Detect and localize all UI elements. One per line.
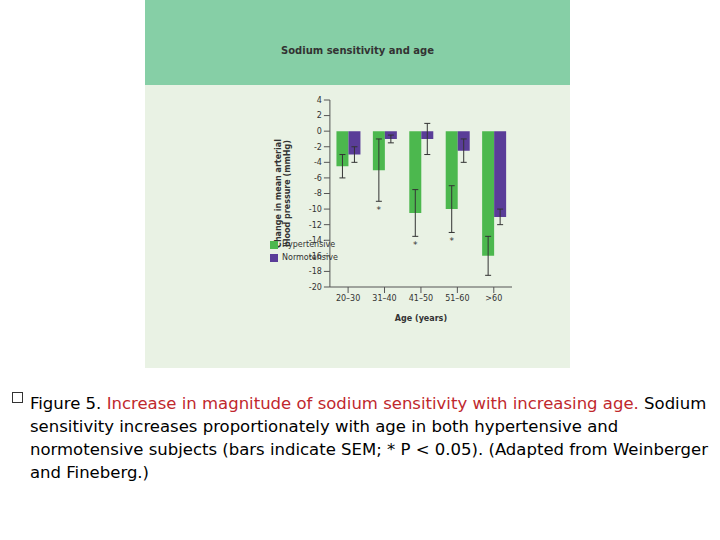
- svg-text:*: *: [449, 236, 454, 246]
- svg-text:20–30: 20–30: [336, 294, 360, 303]
- svg-text:-6: -6: [314, 174, 322, 183]
- svg-text:31–40: 31–40: [372, 294, 396, 303]
- svg-text:-12: -12: [309, 221, 322, 230]
- svg-text:-14: -14: [309, 236, 322, 245]
- svg-text:2: 2: [317, 111, 322, 120]
- svg-text:4: 4: [317, 96, 322, 105]
- svg-text:-20: -20: [309, 283, 322, 292]
- svg-text:-8: -8: [314, 189, 322, 198]
- svg-text:>60: >60: [485, 294, 502, 303]
- svg-text:*: *: [377, 205, 382, 215]
- svg-text:-16: -16: [309, 252, 322, 261]
- svg-text:Age (years): Age (years): [395, 314, 447, 323]
- svg-text:-10: -10: [309, 205, 322, 214]
- svg-text:-2: -2: [314, 143, 322, 152]
- svg-text:41–50: 41–50: [409, 294, 433, 303]
- svg-text:51–60: 51–60: [445, 294, 469, 303]
- svg-text:Change in mean arterialblood p: Change in mean arterialblood pressure (m…: [274, 139, 292, 248]
- svg-text:0: 0: [317, 127, 322, 136]
- svg-text:*: *: [413, 240, 418, 250]
- svg-text:-4: -4: [314, 158, 322, 167]
- svg-text:-18: -18: [309, 267, 322, 276]
